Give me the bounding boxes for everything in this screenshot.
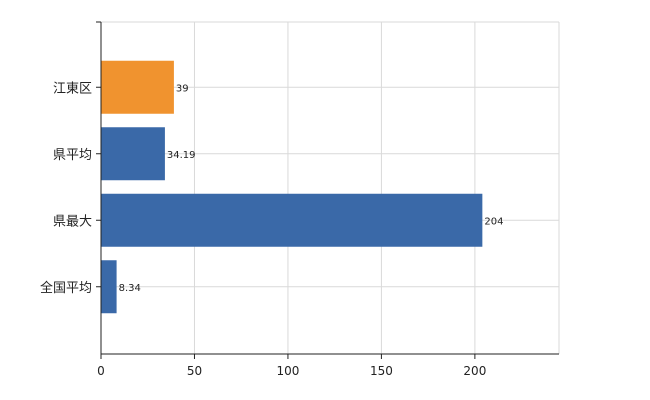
category-label-1: 県平均	[53, 148, 92, 163]
data-label-3: 8.34	[119, 283, 141, 294]
x-tick-label-3: 150	[370, 364, 393, 378]
category-label-0: 江東区	[53, 80, 92, 96]
x-tick-label-0: 0	[97, 364, 105, 378]
bar-1	[101, 127, 165, 181]
x-tick-label-1: 50	[187, 364, 202, 378]
bar-0	[101, 60, 174, 114]
category-label-3: 全国平均	[40, 280, 92, 296]
x-tick-label-2: 100	[276, 364, 299, 378]
bar-2	[101, 193, 483, 247]
data-label-1: 34.19	[167, 150, 196, 161]
data-label-2: 204	[484, 216, 503, 227]
x-tick-label-4: 200	[463, 364, 486, 378]
data-label-0: 39	[176, 83, 189, 94]
axes	[96, 21, 559, 359]
labels: 39 江東区 34.19 県平均 204 県最大 8.34 全国平均 0 50 100 150 200	[40, 80, 503, 378]
bar-3	[101, 260, 117, 314]
category-label-2: 県最大	[53, 214, 92, 229]
bars	[101, 60, 483, 314]
